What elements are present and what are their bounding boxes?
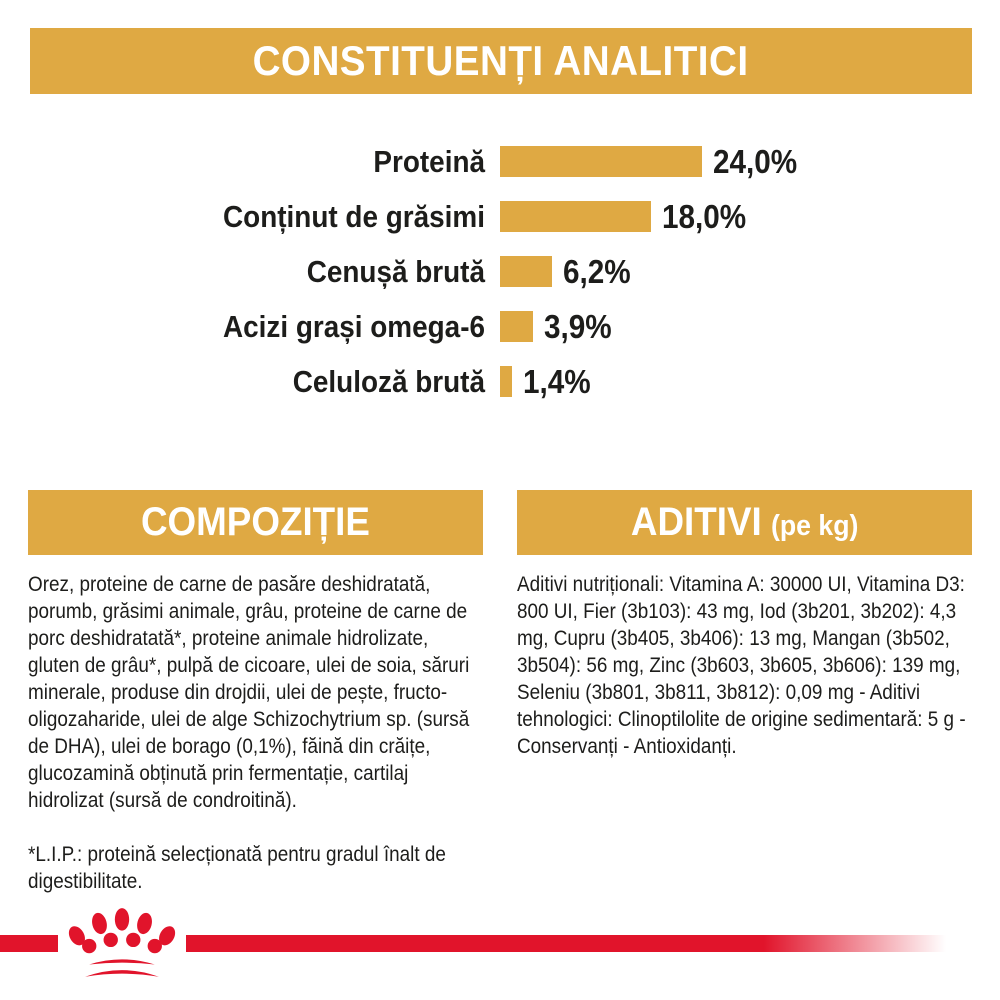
chart-bar (500, 311, 533, 342)
royal-canin-crown-icon (68, 908, 176, 977)
additives-text-column: Aditivi nutriționali: Vitamina A: 30000 … (517, 571, 972, 760)
lip-footnote: *L.I.P.: proteină selecționată pentru gr… (28, 843, 446, 893)
analytical-constituents-chart: Proteină 24,0% Conținut de grăsimi 18,0% Cen… (0, 143, 1000, 421)
composition-banner: COMPOZIȚIE (28, 490, 483, 555)
composition-text-column: Orez, proteine de carne de pasăre deshid… (28, 571, 483, 895)
additives-heading: ADITIVI (630, 500, 762, 544)
chart-category-label: Celuloză brută (292, 364, 485, 399)
composition-heading: COMPOZIȚIE (141, 500, 370, 544)
analytical-constituents-title: CONSTITUENȚI ANALITICI (253, 37, 749, 84)
chart-category-label: Cenușă brută (306, 254, 485, 289)
composition-body: Orez, proteine de carne de pasăre deshid… (28, 573, 470, 812)
chart-value-label: 24,0% (712, 142, 797, 180)
chart-row: Cenușă brută 6,2% (0, 253, 1000, 290)
chart-bar (500, 256, 553, 287)
additives-heading-suffix: (pe kg) (770, 510, 859, 542)
chart-value-label: 3,9% (543, 307, 612, 345)
additives-body: Aditivi nutriționali: Vitamina A: 30000 … (517, 573, 966, 758)
footer-stripe-left (0, 935, 58, 952)
footer-stripe-right (186, 935, 946, 952)
chart-bar (500, 201, 652, 232)
chart-category-label: Acizi grași omega-6 (222, 309, 486, 344)
chart-bar (500, 146, 702, 177)
chart-value-label: 1,4% (522, 362, 591, 400)
chart-category-label: Proteină (373, 144, 485, 179)
chart-bar (500, 366, 512, 397)
chart-value-label: 18,0% (662, 197, 747, 235)
additives-banner: ADITIVI (pe kg) (517, 490, 972, 555)
chart-row: Acizi grași omega-6 3,9% (0, 308, 1000, 345)
chart-row: Proteină 24,0% (0, 143, 1000, 180)
chart-category-label: Conținut de grăsimi (223, 199, 486, 234)
chart-value-label: 6,2% (563, 252, 631, 290)
chart-row: Conținut de grăsimi 18,0% (0, 198, 1000, 235)
chart-row: Celuloză brută 1,4% (0, 363, 1000, 400)
analytical-constituents-banner: CONSTITUENȚI ANALITICI (30, 28, 972, 94)
crown-dots (68, 908, 176, 977)
